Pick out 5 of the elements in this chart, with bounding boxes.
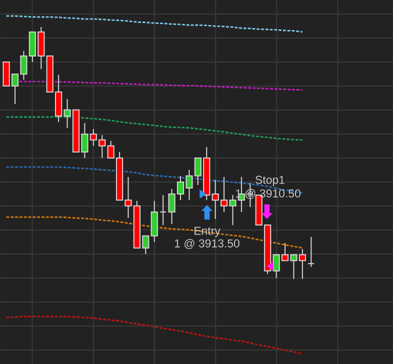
candlestick bbox=[150, 200, 158, 242]
annotation: Stop1 bbox=[256, 176, 284, 186]
candlestick bbox=[160, 194, 167, 226]
annotation: 1 @ 3913.50 bbox=[174, 239, 240, 249]
candlestick bbox=[308, 236, 315, 268]
